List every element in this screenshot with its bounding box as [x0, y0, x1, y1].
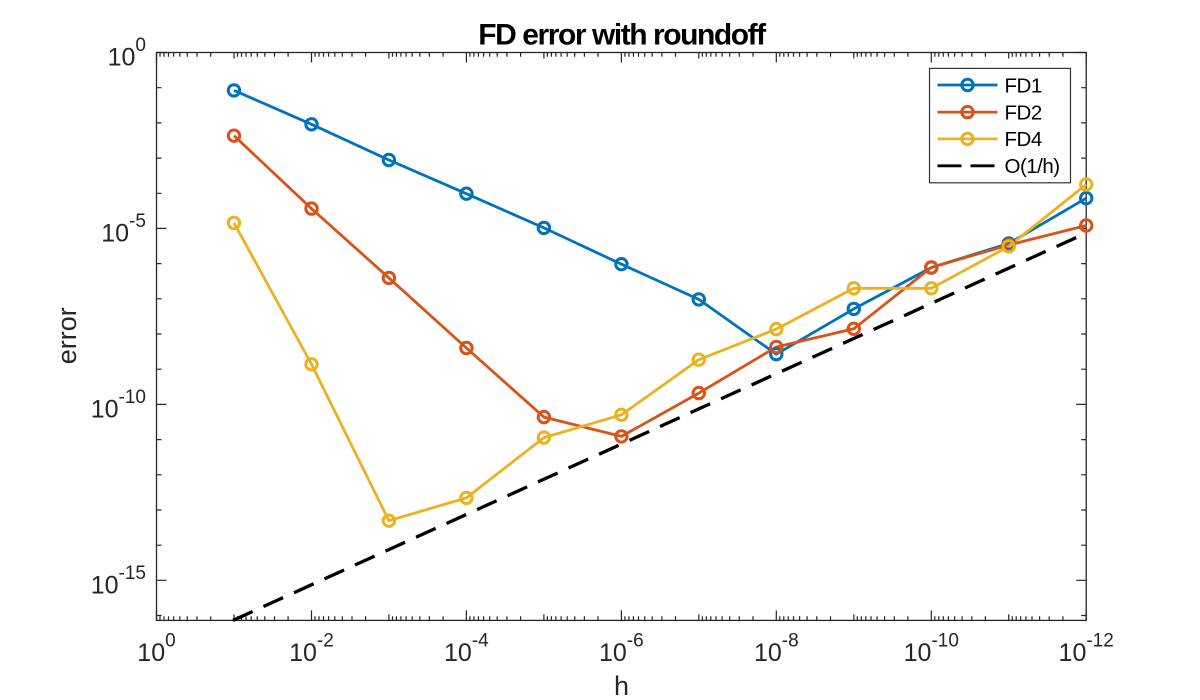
svg-text:FD4: FD4	[1005, 128, 1042, 151]
svg-text:error: error	[52, 307, 82, 364]
svg-text:FD1: FD1	[1005, 74, 1042, 97]
svg-text:O(1/h): O(1/h)	[1005, 155, 1060, 178]
svg-text:FD error with roundoff: FD error with roundoff	[478, 18, 767, 51]
svg-text:FD2: FD2	[1005, 101, 1042, 124]
svg-text:h: h	[614, 671, 629, 700]
